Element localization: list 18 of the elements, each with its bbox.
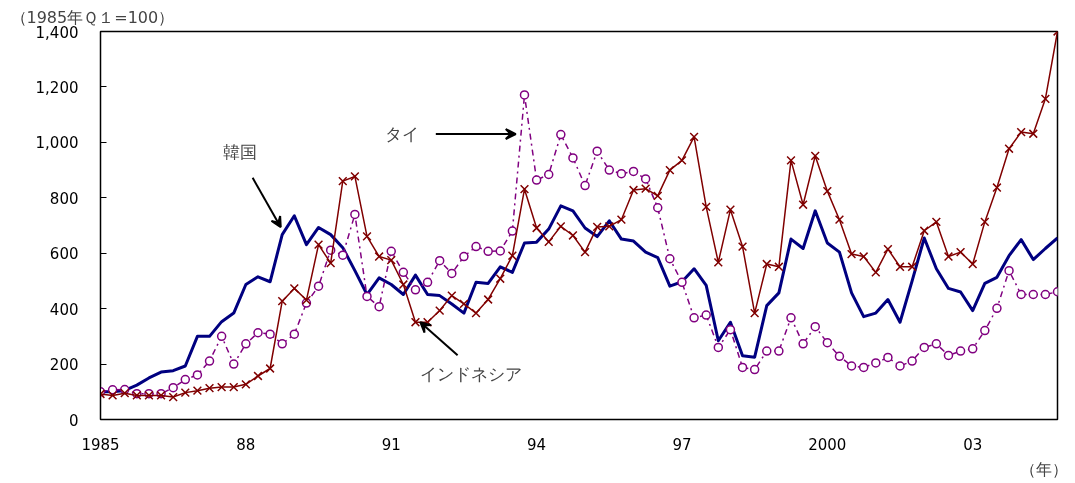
x-tick-label: 88 xyxy=(236,435,256,454)
x-tick-label: 94 xyxy=(527,435,547,454)
x-tick-label: 1985 xyxy=(81,435,120,454)
x-tick-label: 97 xyxy=(672,435,692,454)
y-tick-label: 1,000 xyxy=(35,134,79,153)
x-tick-label: 2000 xyxy=(808,435,847,454)
x-axis-title: （年） xyxy=(1019,459,1068,479)
annotation: インドネシア xyxy=(420,364,523,385)
x-tick-label: 03 xyxy=(963,435,983,454)
y-tick-label: 400 xyxy=(49,300,79,319)
y-tick-label: 1,200 xyxy=(35,78,79,97)
annotation: タイ xyxy=(384,124,419,145)
annotation: 韓国 xyxy=(222,142,257,163)
x-tick-label: 91 xyxy=(381,435,401,454)
y-tick-label: 800 xyxy=(49,189,79,208)
y-tick-label: 200 xyxy=(49,356,79,375)
y-tick-label: 600 xyxy=(49,245,79,264)
y-tick-label: 0 xyxy=(68,411,79,430)
